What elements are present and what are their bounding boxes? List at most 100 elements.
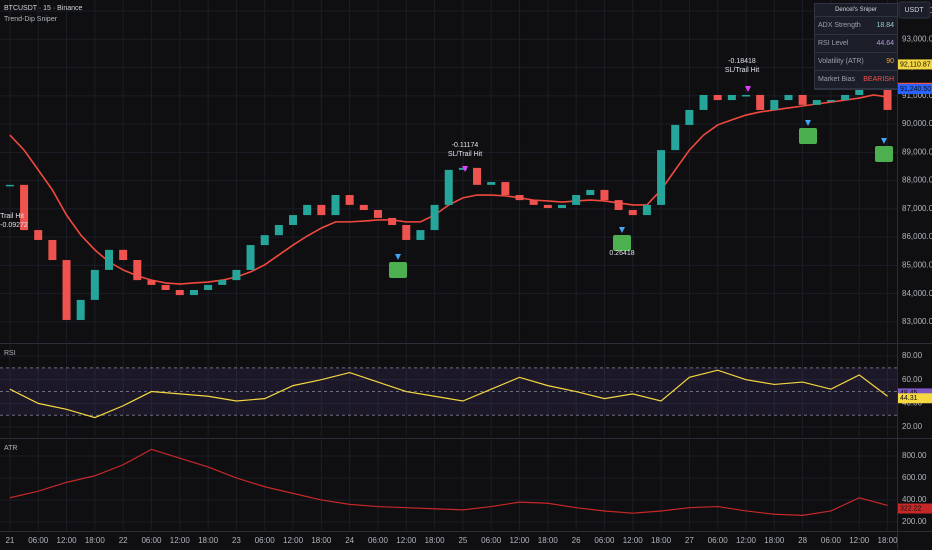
x-tick-label: 18:00: [85, 536, 106, 545]
x-tick-label: 18:00: [198, 536, 219, 545]
candle: [841, 94, 850, 101]
sell-arrow: [462, 166, 468, 172]
annotation: -0.11174: [452, 142, 479, 149]
candle: [657, 150, 666, 205]
y-tick-label: 84,000.00: [902, 289, 932, 298]
candle: [586, 189, 595, 196]
x-tick-label: 12:00: [849, 536, 870, 545]
candle: [473, 167, 482, 185]
table-title: Dencel's Sniper: [815, 4, 897, 17]
candle: [359, 204, 368, 211]
x-tick-label: 12:00: [57, 536, 78, 545]
candle: [430, 204, 439, 231]
candle: [90, 269, 99, 300]
candle: [614, 200, 623, 211]
pane-title: RSI: [4, 350, 16, 357]
indicator-line: [9, 448, 888, 516]
row-value: 18.84: [876, 22, 894, 29]
candle: [487, 182, 496, 185]
candle: [331, 195, 340, 216]
candle: [62, 260, 71, 320]
x-tick-label: 25: [458, 536, 467, 545]
x-tick-label: 06:00: [368, 536, 389, 545]
x-tick-label: 23: [232, 536, 241, 545]
price-tag: [898, 59, 932, 70]
y-tick-label: 60.00: [902, 375, 923, 384]
candle: [189, 289, 198, 296]
x-tick-label: 06:00: [708, 536, 729, 545]
price-tag-label: 92,110.87: [900, 61, 931, 68]
candle: [289, 215, 298, 225]
candle: [529, 200, 538, 205]
y-tick-label: 93,000.00: [902, 34, 932, 43]
x-tick-label: 06:00: [28, 536, 49, 545]
candle: [119, 249, 128, 261]
candle: [628, 210, 637, 216]
x-tick-label: 18:00: [878, 536, 899, 545]
table-row: ADX Strength 18.84: [815, 17, 897, 35]
sell-arrow: [745, 86, 751, 92]
candle: [373, 210, 382, 218]
candle: [317, 204, 326, 216]
indicator-name: Trend-Dip Sniper: [4, 16, 58, 23]
table-row: RSI Level 44.64: [815, 35, 897, 53]
x-tick-label: 12:00: [509, 536, 530, 545]
marks: [5, 21, 893, 516]
currency-box[interactable]: [898, 1, 931, 19]
candle: [557, 204, 566, 209]
price-tag: [898, 84, 932, 95]
candle: [274, 224, 283, 236]
row-value: 44.64: [876, 40, 894, 47]
candle: [784, 94, 793, 101]
candle: [133, 260, 142, 281]
indicator-line: [9, 369, 888, 419]
candle: [685, 109, 694, 125]
candle: [104, 249, 113, 270]
candle: [543, 204, 552, 209]
y-tick-label: 20.00: [902, 422, 923, 431]
x-tick-label: 24: [345, 536, 354, 545]
price-tag: [898, 393, 932, 404]
x-tick-label: 26: [572, 536, 581, 545]
annotation: -0.09272: [0, 222, 28, 229]
price-tag-label: 91,240.50: [900, 86, 931, 93]
x-tick-label: 28: [798, 536, 807, 545]
x-tick-label: 18:00: [764, 536, 785, 545]
y-tick-label: 600.00: [902, 473, 927, 482]
candle: [770, 100, 779, 110]
buy-signal: [799, 128, 817, 144]
x-tick-label: 12:00: [170, 536, 191, 545]
candle: [671, 124, 680, 151]
candle: [20, 184, 29, 231]
row-label: RSI Level: [818, 40, 849, 47]
candle: [756, 94, 765, 110]
currency[interactable]: USDT: [904, 7, 924, 14]
candle: [76, 299, 85, 320]
annotation: 0.26418: [609, 250, 634, 257]
buy-signal: [613, 235, 631, 251]
candle: [204, 284, 213, 290]
annotation: SL/Trail Hit: [725, 67, 759, 74]
table-row: Market Bias BEARISH: [815, 71, 897, 89]
candle: [218, 280, 227, 285]
candle: [713, 94, 722, 101]
candle: [246, 245, 255, 270]
candle: [826, 100, 835, 102]
x-tick-label: 12:00: [623, 536, 644, 545]
stats-table: Dencel's Sniper ADX Strength 18.84 RSI Le…: [814, 3, 898, 90]
candle: [345, 195, 354, 205]
candle: [175, 289, 184, 296]
candle: [458, 167, 467, 170]
y-tick-label: 200.00: [902, 517, 927, 526]
row-label: Market Bias: [818, 76, 855, 83]
price-tag-label: 322.22: [900, 505, 922, 512]
x-tick-label: 06:00: [481, 536, 502, 545]
buy-signal: [875, 146, 893, 162]
y-tick-label: 85,000.00: [902, 261, 932, 270]
candle: [232, 269, 241, 281]
buy-arrow: [805, 120, 811, 126]
rsi-band: [0, 367, 897, 416]
